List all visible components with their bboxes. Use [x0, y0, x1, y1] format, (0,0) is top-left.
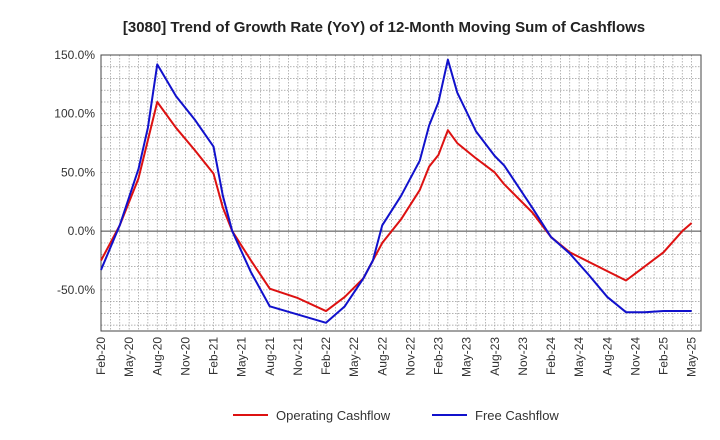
legend-label-operating-cashflow: Operating Cashflow [276, 408, 391, 423]
x-tick-label: Nov-22 [403, 337, 417, 376]
vertical-gridlines [110, 55, 692, 331]
x-tick-label: May-22 [347, 337, 361, 377]
chart-title: [3080] Trend of Growth Rate (YoY) of 12-… [123, 19, 645, 36]
y-tick-label: 50.0% [61, 165, 95, 179]
y-tick-label: -50.0% [57, 283, 95, 297]
x-tick-label: Feb-25 [657, 337, 671, 375]
y-tick-label: 0.0% [68, 224, 96, 238]
series-line-free-cashflow [100, 58, 692, 324]
x-tick-label: Aug-24 [600, 337, 614, 376]
x-tick-label: Nov-24 [628, 337, 642, 376]
x-tick-label: May-23 [460, 337, 474, 377]
legend: Operating Cashflow Free Cashflow [233, 408, 559, 423]
x-tick-label: Nov-23 [516, 337, 530, 376]
legend-label-free-cashflow: Free Cashflow [475, 408, 559, 423]
series-line-operating-cashflow [100, 100, 693, 313]
x-tick-label: Feb-20 [94, 337, 108, 375]
x-tick-label: Nov-21 [291, 337, 305, 376]
x-tick-label: Feb-24 [544, 337, 558, 375]
x-tick-label: May-25 [685, 337, 699, 377]
x-tick-label: Feb-22 [319, 337, 333, 375]
x-axis-labels: Feb-20 May-20 Aug-20 Nov-20 Feb-21 May-21 Aug-… [94, 337, 699, 377]
x-tick-label: Feb-21 [207, 337, 221, 375]
y-tick-label: 150.0% [54, 48, 95, 62]
plot-frame [100, 54, 702, 332]
y-tick-label: 100.0% [54, 107, 95, 121]
x-tick-label: Aug-20 [150, 337, 164, 376]
x-tick-label: May-24 [572, 337, 586, 377]
x-tick-label: May-20 [122, 337, 136, 377]
x-tick-label: Aug-22 [375, 337, 389, 376]
x-tick-label: Feb-23 [432, 337, 446, 375]
x-tick-label: Aug-23 [488, 337, 502, 376]
y-axis-labels: 150.0% 100.0% 50.0% 0.0% -50.0% [54, 48, 95, 297]
x-tick-label: Nov-20 [178, 337, 192, 376]
x-tick-label: Aug-21 [263, 337, 277, 376]
x-tick-label: May-21 [235, 337, 249, 377]
series-lines [100, 58, 693, 324]
